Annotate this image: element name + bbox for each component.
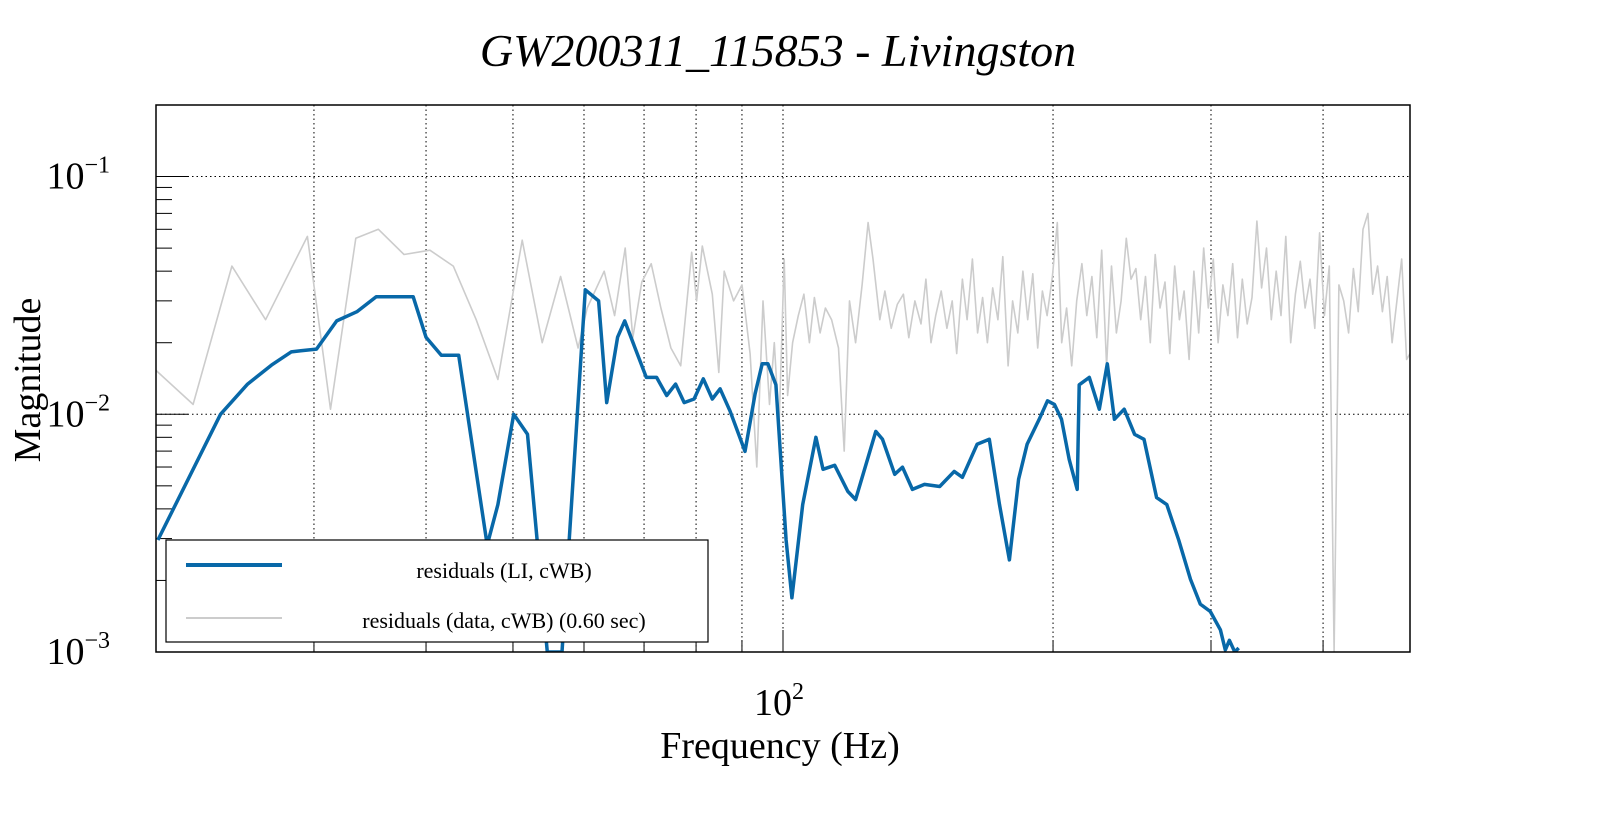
legend-box (165, 539, 709, 643)
chart-title: GW200311_115853 - Livingston (480, 25, 1076, 76)
legend-label-data: residuals (data, cWB) (0.60 sec) (362, 608, 645, 633)
legend-label-li: residuals (LI, cWB) (416, 558, 591, 583)
series-line-li-cwb (156, 288, 1240, 652)
y-tick-label: 10−2 (46, 390, 110, 435)
series-layer (156, 212, 1410, 652)
series-line-data-cwb (156, 212, 1410, 652)
y-axis-label: Magnitude (7, 298, 49, 463)
y-tick-label: 10−1 (46, 153, 110, 198)
plot-frame (155, 104, 1411, 653)
x-axis-label: Frequency (Hz) (660, 725, 900, 767)
legend: residuals (LI, cWB) residuals (data, cWB… (165, 539, 709, 643)
x-tick-label: 102 (754, 679, 804, 724)
y-tick-labels: 10−1 10−2 10−3 (46, 153, 110, 673)
y-tick-label: 10−3 (46, 628, 110, 673)
x-tick-labels: 102 (754, 679, 804, 724)
